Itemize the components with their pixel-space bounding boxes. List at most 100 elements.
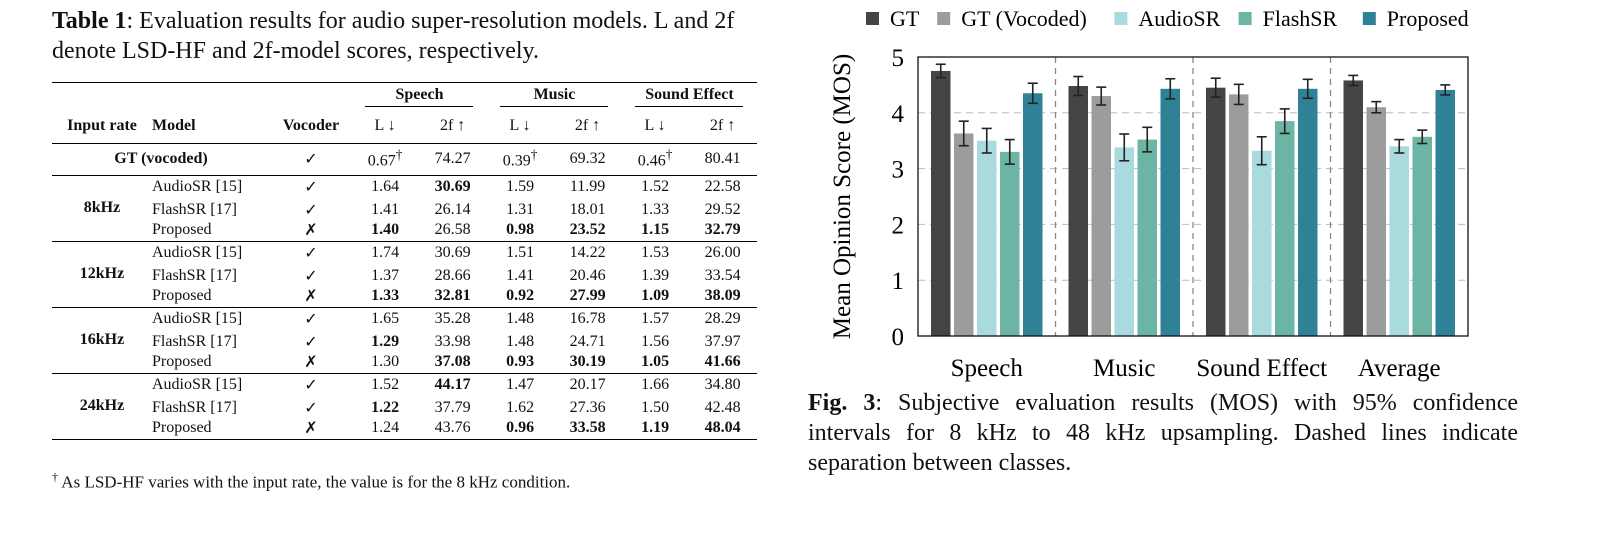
table-cell: 28.66 <box>434 266 471 284</box>
legend-entry: FlashSR <box>1263 6 1338 31</box>
input-rate-cell: 16kHz <box>79 331 125 348</box>
header-2f: 2f ↑ <box>574 116 601 134</box>
figure-caption-text: : Subjective evaluation results (MOS) wi… <box>808 390 1519 476</box>
legend-entry: AudioSR <box>1138 6 1220 31</box>
table-cell: 0.93 <box>506 353 535 371</box>
plot-frame <box>917 56 1469 337</box>
table-cell: 29.52 <box>704 200 741 218</box>
input-rate-cell: 12kHz <box>79 265 125 282</box>
table-row: Proposed ✗ 1.33 32.81 0.92 27.99 1.09 38.09 <box>52 286 757 307</box>
table-cell: 1.09 <box>641 287 670 305</box>
table-cell: 32.79 <box>704 221 741 239</box>
legend-swatch <box>866 12 879 25</box>
group-header-speech: Speech <box>365 86 474 107</box>
model-cell: AudioSR [15] <box>152 244 243 262</box>
table-cell: 41.66 <box>704 353 741 371</box>
table-cell: 1.50 <box>641 398 670 416</box>
model-cell: FlashSR [17] <box>152 398 237 416</box>
model-cell: AudioSR [15] <box>152 178 243 196</box>
table-cell: 1.59 <box>506 178 535 196</box>
x-tick-label: Music <box>1093 355 1156 382</box>
vocoder-mark: ✗ <box>304 288 318 306</box>
vocoder-mark: ✓ <box>304 179 318 197</box>
bar <box>954 133 974 336</box>
header-l: L ↓ <box>374 116 396 134</box>
table-cell: 43.76 <box>434 419 471 437</box>
model-cell: Proposed <box>152 353 212 371</box>
results-table: Speech Music Sound Effect Input rate Mod… <box>52 82 757 440</box>
x-tick-label: Sound Effect <box>1196 355 1327 382</box>
table-cell: 37.79 <box>434 398 471 416</box>
vocoder-mark: ✓ <box>304 333 318 351</box>
gt-label: GT (vocoded) <box>114 150 208 167</box>
y-tick-label: 1 <box>892 268 905 295</box>
table-cell: 26.58 <box>434 221 471 239</box>
table-row: FlashSR [17] ✓ 1.29 33.98 1.48 24.71 1.56 37.97 <box>52 331 757 352</box>
legend-swatch <box>1238 12 1252 25</box>
table-cell: 1.64 <box>371 178 400 196</box>
table-row: Proposed ✗ 1.40 26.58 0.98 23.52 1.15 32.79 <box>52 220 757 241</box>
table-cell: 35.28 <box>434 310 471 328</box>
bar <box>1298 88 1318 336</box>
table-cell: 1.19 <box>641 419 670 437</box>
model-cell: AudioSR [15] <box>152 310 243 328</box>
table-cell: 30.69 <box>434 244 471 262</box>
header-l: L ↓ <box>509 116 531 134</box>
bar <box>1023 93 1043 337</box>
table-caption: Table 1: Evaluation results for audio su… <box>52 6 762 66</box>
table-cell: 0.98 <box>506 221 535 239</box>
bar <box>1160 88 1180 336</box>
table-cell: 1.40 <box>371 221 400 239</box>
table-cell: 26.00 <box>704 244 741 262</box>
legend-swatch <box>1362 12 1376 25</box>
table-cell: 74.27 <box>434 150 471 167</box>
model-cell: FlashSR [17] <box>152 266 237 284</box>
table-cell: 48.04 <box>704 419 741 437</box>
table-cell: 1.62 <box>506 398 535 416</box>
model-cell: AudioSR [15] <box>152 376 243 394</box>
table-cell: 1.51 <box>506 244 535 262</box>
table-cell: 1.47 <box>506 376 535 394</box>
table-cell: 1.05 <box>641 353 670 371</box>
table-row: 8kHz AudioSR [15] ✓ 1.64 30.69 1.59 11.99 1.52 2… <box>52 175 757 216</box>
input-rate-cell: 8kHz <box>83 199 121 216</box>
vocoder-mark: ✗ <box>304 354 318 372</box>
table-cell: 20.46 <box>569 266 606 284</box>
table-cell: 1.41 <box>506 266 535 284</box>
figure-caption: Fig. 3: Subjective evaluation results (M… <box>808 388 1518 478</box>
bar <box>1343 80 1363 336</box>
bar <box>1252 150 1272 336</box>
model-cell: FlashSR [17] <box>152 332 237 350</box>
vocoder-mark: ✗ <box>304 222 318 240</box>
table-cell: 1.65 <box>371 310 400 328</box>
model-cell: Proposed <box>152 287 212 305</box>
table-cell: 33.58 <box>569 419 606 437</box>
table-cell: 11.99 <box>569 178 606 196</box>
group-header-sound-effect: Sound Effect <box>635 86 744 107</box>
table-cell: 1.53 <box>641 244 670 262</box>
table-cell: 1.22 <box>371 398 400 416</box>
table-cell: 22.58 <box>704 178 741 196</box>
group-header-music: Music <box>500 86 609 107</box>
bar <box>1068 86 1088 337</box>
legend-swatch <box>937 12 951 25</box>
y-tick-label: 2 <box>892 212 905 239</box>
bar <box>1412 136 1432 336</box>
table-cell: 0.46† <box>637 147 673 170</box>
bar <box>1435 89 1455 336</box>
table-caption-text: : Evaluation results for audio super-res… <box>52 8 735 64</box>
y-tick-label: 3 <box>892 157 905 184</box>
table-cell: 18.01 <box>569 200 606 218</box>
y-tick-label: 5 <box>892 45 905 72</box>
model-cell: Proposed <box>152 419 212 437</box>
header-model: Model <box>152 116 196 134</box>
header-2f: 2f ↑ <box>439 116 466 134</box>
table-cell: 14.22 <box>569 244 606 262</box>
header-vocoder: Vocoder <box>282 116 340 134</box>
bar <box>1114 147 1134 336</box>
bar <box>977 140 997 336</box>
table-cell: 80.41 <box>704 150 741 167</box>
table-cell: 0.92 <box>506 287 535 305</box>
header-input-rate: Input rate <box>67 116 137 134</box>
bar <box>1137 139 1157 336</box>
